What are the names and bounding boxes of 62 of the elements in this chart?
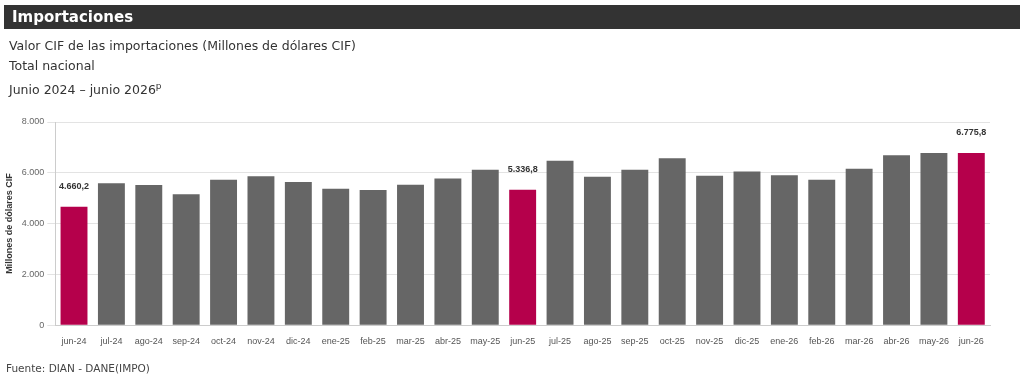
bar bbox=[97, 183, 125, 325]
x-tick-label: ago-25 bbox=[583, 336, 612, 347]
x-tick-label: oct-25 bbox=[659, 336, 685, 347]
y-tick-label: 2.000 bbox=[21, 268, 45, 279]
data-label: 4.660,2 bbox=[59, 180, 90, 191]
bar bbox=[359, 190, 387, 325]
bar bbox=[509, 189, 537, 325]
x-tick-label: feb-26 bbox=[808, 336, 835, 347]
bar bbox=[546, 160, 574, 325]
x-tick-label: ene-25 bbox=[321, 336, 350, 347]
x-tick-label: may-26 bbox=[918, 336, 949, 347]
x-tick-label: nov-24 bbox=[247, 336, 275, 347]
bar bbox=[322, 188, 350, 325]
x-tick-label: abr-26 bbox=[883, 336, 910, 347]
bar bbox=[247, 176, 275, 325]
bar bbox=[172, 194, 200, 325]
x-tick-label: jun-26 bbox=[957, 336, 984, 347]
bar bbox=[845, 168, 873, 325]
bar bbox=[770, 175, 798, 325]
bar bbox=[397, 184, 424, 325]
x-tick-label: dic-25 bbox=[734, 336, 760, 347]
x-tick-label: feb-25 bbox=[360, 336, 386, 347]
bar bbox=[808, 179, 836, 325]
y-tick-label: 6.000 bbox=[21, 167, 45, 178]
bar bbox=[733, 171, 761, 325]
bar bbox=[135, 184, 163, 325]
bar bbox=[621, 169, 649, 325]
data-label: 5.336,8 bbox=[507, 163, 538, 174]
bar bbox=[883, 155, 910, 325]
bar bbox=[583, 176, 611, 325]
x-tick-label: mar-26 bbox=[844, 336, 874, 347]
bar bbox=[284, 181, 312, 325]
x-tick-label: dic-24 bbox=[286, 336, 311, 347]
chart-subtitle: Valor CIF de las importaciones (Millones de dólares CIF) Total nacional Junio 2024 – junio 2026$^{p}$ bbox=[9, 37, 356, 100]
bar bbox=[471, 169, 499, 325]
x-tick-label: abr-25 bbox=[434, 336, 461, 347]
bar bbox=[434, 178, 462, 325]
bar bbox=[60, 206, 88, 325]
source-note: Fuente: DIAN - DANE(IMPO) bbox=[6, 362, 150, 374]
x-tick-label: ene-26 bbox=[770, 336, 799, 347]
x-tick-label: oct-24 bbox=[211, 336, 237, 347]
x-tick-label: may-25 bbox=[470, 336, 501, 347]
bar bbox=[210, 179, 238, 325]
chart-title: Importaciones bbox=[4, 5, 1020, 29]
y-tick-label: 0 bbox=[39, 319, 45, 330]
y-tick-label: 8.000 bbox=[21, 116, 45, 127]
x-tick-label: jul-24 bbox=[99, 336, 123, 347]
data-label: 6.775,8 bbox=[956, 127, 987, 138]
x-tick-label: jun-25 bbox=[509, 336, 536, 347]
x-tick-label: nov-25 bbox=[695, 336, 724, 347]
bar bbox=[957, 153, 985, 325]
x-tick-label: sep-24 bbox=[172, 336, 200, 347]
x-tick-label: jul-25 bbox=[548, 336, 572, 347]
y-axis-title: Millones de dólares CIF bbox=[3, 172, 14, 274]
x-tick-label: jun-24 bbox=[60, 336, 87, 347]
x-tick-label: sep-25 bbox=[621, 336, 649, 347]
bar bbox=[696, 175, 724, 325]
x-tick-label: mar-25 bbox=[396, 336, 425, 347]
bar bbox=[658, 158, 686, 325]
bar bbox=[920, 152, 948, 325]
x-tick-label: ago-24 bbox=[134, 336, 163, 347]
y-tick-label: 4.000 bbox=[21, 218, 45, 229]
